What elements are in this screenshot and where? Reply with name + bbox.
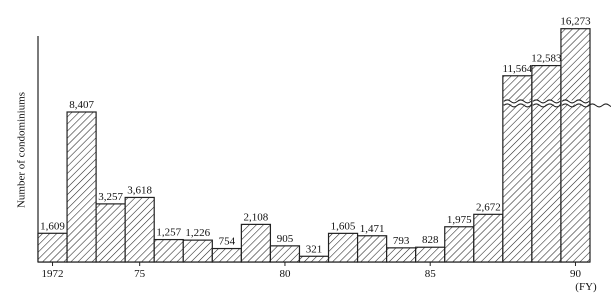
value-label: 11,564 bbox=[502, 63, 532, 75]
x-tick-label: 90 bbox=[570, 268, 582, 280]
x-axis-label: (FY) bbox=[575, 281, 597, 293]
scale-break-gap bbox=[503, 100, 532, 105]
x-tick-label: 1972 bbox=[42, 268, 64, 280]
bar bbox=[386, 247, 417, 263]
bar bbox=[415, 246, 446, 263]
value-label: 1,605 bbox=[331, 220, 356, 232]
value-label: 754 bbox=[219, 236, 236, 248]
value-label: 16,273 bbox=[560, 16, 591, 28]
value-label: 321 bbox=[306, 243, 323, 255]
bar bbox=[560, 28, 591, 263]
scale-break-line bbox=[561, 103, 590, 108]
value-label: 1,471 bbox=[360, 223, 385, 235]
bar bbox=[95, 203, 126, 263]
value-label: 2,108 bbox=[244, 211, 269, 223]
value-label: 3,618 bbox=[127, 184, 152, 196]
bar bbox=[37, 232, 68, 263]
x-tick-label: 85 bbox=[425, 268, 437, 280]
bar bbox=[327, 232, 359, 263]
scale-break-line bbox=[561, 99, 590, 104]
value-label: 3,257 bbox=[98, 191, 123, 203]
value-label: 8,407 bbox=[69, 99, 94, 111]
value-label: 1,609 bbox=[40, 220, 65, 232]
value-label: 793 bbox=[393, 235, 410, 247]
bar bbox=[182, 239, 213, 263]
bar bbox=[298, 255, 330, 263]
bar bbox=[240, 223, 272, 263]
x-tick-label: 80 bbox=[279, 268, 291, 280]
value-label: 1,226 bbox=[185, 227, 210, 239]
bar bbox=[531, 64, 562, 263]
x-tick-label: 75 bbox=[134, 268, 146, 280]
bar bbox=[356, 235, 388, 263]
value-label: 828 bbox=[422, 234, 439, 246]
bar bbox=[269, 245, 301, 263]
bar bbox=[444, 226, 475, 263]
bar bbox=[153, 238, 184, 263]
bar bbox=[473, 213, 504, 263]
value-label: 12,583 bbox=[531, 53, 562, 65]
y-axis-label: Number of condominiums bbox=[16, 92, 28, 208]
scale-break-gap bbox=[532, 100, 561, 105]
scale-break-line bbox=[503, 99, 532, 104]
value-label: 2,672 bbox=[476, 201, 501, 213]
bar bbox=[124, 196, 155, 263]
bar bbox=[66, 111, 97, 263]
value-label: 905 bbox=[277, 233, 294, 245]
value-label: 1,257 bbox=[156, 227, 181, 239]
scale-break-line bbox=[532, 103, 561, 108]
bar bbox=[211, 247, 242, 263]
scale-break-gap bbox=[561, 100, 590, 105]
value-label: 1,975 bbox=[447, 214, 472, 226]
scale-break-line bbox=[503, 103, 532, 108]
scale-break-line bbox=[532, 99, 561, 104]
